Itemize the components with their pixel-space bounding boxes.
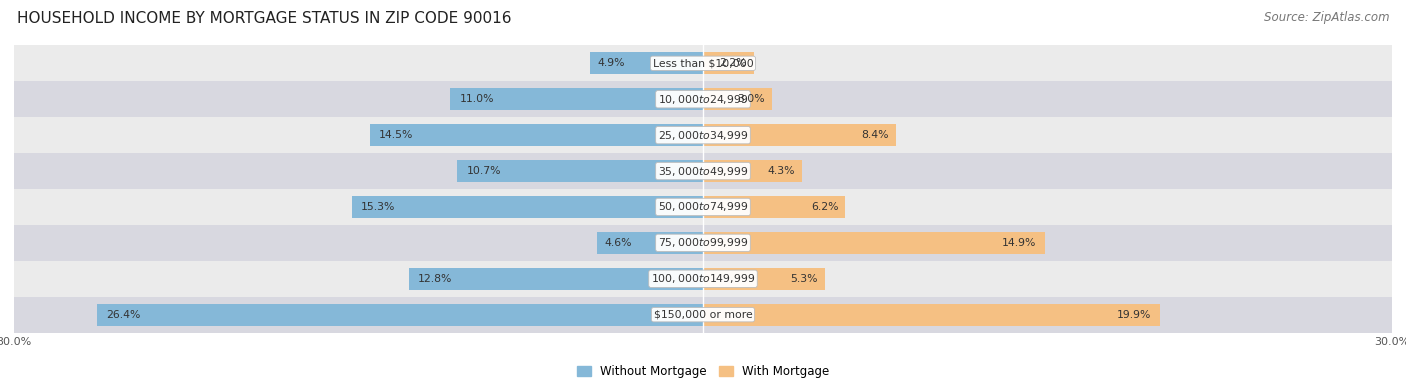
Bar <box>598 232 703 254</box>
Text: 4.6%: 4.6% <box>605 238 631 248</box>
Text: Less than $10,000: Less than $10,000 <box>652 58 754 68</box>
Text: $25,000 to $34,999: $25,000 to $34,999 <box>658 129 748 142</box>
Text: $50,000 to $74,999: $50,000 to $74,999 <box>658 200 748 214</box>
Bar <box>703 304 1160 326</box>
Text: 8.4%: 8.4% <box>862 130 889 140</box>
Bar <box>352 196 703 218</box>
Text: 4.3%: 4.3% <box>768 166 794 176</box>
Bar <box>703 124 896 146</box>
Text: 10.7%: 10.7% <box>467 166 501 176</box>
Text: 11.0%: 11.0% <box>460 94 494 104</box>
Bar <box>703 196 845 218</box>
Legend: Without Mortgage, With Mortgage: Without Mortgage, With Mortgage <box>576 366 830 378</box>
Bar <box>450 88 703 110</box>
Bar <box>14 117 1392 153</box>
Bar <box>703 268 825 290</box>
Text: $150,000 or more: $150,000 or more <box>654 310 752 320</box>
Bar <box>409 268 703 290</box>
Text: $75,000 to $99,999: $75,000 to $99,999 <box>658 236 748 249</box>
Text: $10,000 to $24,999: $10,000 to $24,999 <box>658 93 748 106</box>
Bar <box>14 45 1392 81</box>
Bar <box>591 52 703 74</box>
Bar <box>703 88 772 110</box>
Bar <box>703 232 1045 254</box>
Text: 14.5%: 14.5% <box>380 130 413 140</box>
Bar <box>703 52 754 74</box>
Bar <box>457 160 703 182</box>
Text: 15.3%: 15.3% <box>361 202 395 212</box>
Bar <box>14 225 1392 261</box>
Bar <box>14 81 1392 117</box>
Text: 6.2%: 6.2% <box>811 202 838 212</box>
Text: 19.9%: 19.9% <box>1116 310 1152 320</box>
Bar <box>370 124 703 146</box>
Text: 14.9%: 14.9% <box>1001 238 1036 248</box>
Text: $100,000 to $149,999: $100,000 to $149,999 <box>651 272 755 285</box>
Text: 2.2%: 2.2% <box>718 58 747 68</box>
Text: 3.0%: 3.0% <box>737 94 765 104</box>
Bar <box>14 189 1392 225</box>
Text: 5.3%: 5.3% <box>790 274 818 284</box>
Bar <box>14 297 1392 333</box>
Bar <box>14 261 1392 297</box>
Text: 26.4%: 26.4% <box>105 310 141 320</box>
Bar <box>97 304 703 326</box>
Text: Source: ZipAtlas.com: Source: ZipAtlas.com <box>1264 11 1389 24</box>
Text: $35,000 to $49,999: $35,000 to $49,999 <box>658 164 748 178</box>
Bar <box>703 160 801 182</box>
Text: 12.8%: 12.8% <box>418 274 453 284</box>
Bar <box>14 153 1392 189</box>
Text: 4.9%: 4.9% <box>598 58 624 68</box>
Text: HOUSEHOLD INCOME BY MORTGAGE STATUS IN ZIP CODE 90016: HOUSEHOLD INCOME BY MORTGAGE STATUS IN Z… <box>17 11 512 26</box>
